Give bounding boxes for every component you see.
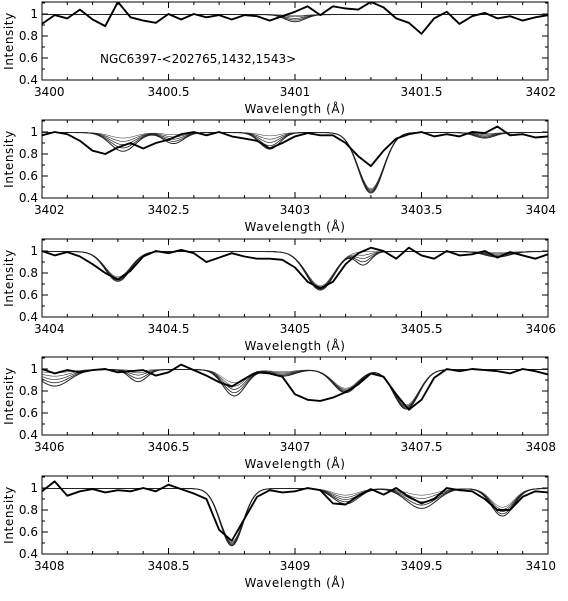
model-spectrum-3	[42, 132, 548, 192]
y-tick-label: 0.8	[19, 384, 38, 398]
x-axis-title: Wavelength (Å)	[245, 456, 346, 471]
x-tick-label: 3403	[280, 203, 311, 217]
spectrum-panel-1: 0.4 0.6 0.8 1 3400 3400.5 3401 3401.5 3402 Wavele…	[2, 1, 556, 116]
y-tick-label: 0.4	[19, 73, 38, 87]
x-tick-label: 3405.5	[401, 322, 443, 336]
y-tick-label: 0.8	[19, 266, 38, 280]
y-axis-title: Intensity	[2, 130, 16, 188]
observed-spectrum	[42, 2, 548, 35]
plot-frame	[41, 1, 549, 81]
x-tick-label: 3402	[34, 203, 65, 217]
y-tick-label: 0.4	[19, 310, 38, 324]
model-spectrum-4	[42, 488, 548, 546]
x-tick-label: 3400	[34, 85, 65, 99]
model-spectrum-3	[42, 369, 548, 408]
x-tick-label: 3407.5	[401, 440, 443, 454]
y-tick-label: 0.8	[19, 29, 38, 43]
y-tick-label: 1	[30, 125, 38, 139]
observed-spectrum	[42, 363, 548, 411]
y-tick-label: 0.4	[19, 547, 38, 561]
model-spectrum-1	[42, 369, 548, 406]
y-tick-label: 0.6	[19, 525, 38, 539]
observed-spectrum	[42, 125, 548, 168]
x-tick-label: 3408.5	[148, 559, 190, 573]
y-tick-label: 0.6	[19, 288, 38, 302]
x-tick-label: 3401.5	[401, 85, 443, 99]
model-spectrum-5	[42, 132, 548, 194]
model-spectrum-4	[42, 132, 548, 193]
observed-spectrum	[42, 246, 548, 290]
model-spectrum-5	[42, 251, 548, 291]
y-tick-label: 0.8	[19, 147, 38, 161]
model-spectrum-3	[42, 488, 548, 544]
model-spectrum-1	[42, 488, 548, 542]
model-spectrum-5	[42, 369, 548, 410]
x-tick-label: 3406	[525, 322, 556, 336]
x-tick-label: 3404.5	[148, 322, 190, 336]
x-tick-label: 3402	[525, 85, 556, 99]
x-axis-title: Wavelength (Å)	[245, 338, 346, 353]
x-tick-label: 3404	[525, 203, 556, 217]
y-tick-label: 0.4	[19, 428, 38, 442]
x-tick-label: 3401	[280, 85, 311, 99]
y-axis-title: Intensity	[2, 12, 16, 70]
plot-frame	[41, 475, 549, 555]
y-axis-title: Intensity	[2, 249, 16, 307]
x-tick-label: 3408	[525, 440, 556, 454]
x-tick-label: 3403.5	[401, 203, 443, 217]
y-tick-label: 0.8	[19, 503, 38, 517]
model-spectrum-4	[42, 251, 548, 290]
x-tick-label: 3409	[280, 559, 311, 573]
x-tick-label: 3402.5	[148, 203, 190, 217]
y-tick-label: 0.4	[19, 191, 38, 205]
spectrum-panel-3: 0.4 0.6 0.8 1 3404 3404.5 3405 3405.5 3406 Wavele…	[2, 238, 556, 353]
y-tick-label: 0.6	[19, 169, 38, 183]
x-tick-label: 3404	[34, 322, 65, 336]
star-annotation: NGC6397-<202765,1432,1543>	[100, 52, 296, 66]
x-tick-label: 3405	[280, 322, 311, 336]
y-axis-title: Intensity	[2, 486, 16, 544]
y-tick-label: 1	[30, 244, 38, 258]
model-spectrum-3	[42, 251, 548, 289]
y-tick-label: 1	[30, 7, 38, 21]
x-tick-label: 3410	[525, 559, 556, 573]
y-tick-label: 1	[30, 362, 38, 376]
spectrum-panel-2: 0.4 0.6 0.8 1 3402 3402.5 3403 3403.5 3404 Wavele…	[2, 119, 556, 234]
x-tick-label: 3400.5	[148, 85, 190, 99]
x-axis-title: Wavelength (Å)	[245, 219, 346, 234]
x-axis-title: Wavelength (Å)	[245, 575, 346, 590]
y-tick-label: 0.6	[19, 51, 38, 65]
x-tick-label: 3409.5	[401, 559, 443, 573]
model-spectrum-2	[42, 132, 548, 191]
model-spectrum-4	[42, 369, 548, 409]
spectrum-panel-4: 0.4 0.6 0.8 1 3406 3406.5 3407 3407.5 3408 Wavele…	[2, 356, 556, 471]
x-tick-label: 3406.5	[148, 440, 190, 454]
x-tick-label: 3407	[280, 440, 311, 454]
y-axis-title: Intensity	[2, 367, 16, 425]
observed-spectrum	[42, 480, 548, 542]
y-tick-label: 0.6	[19, 406, 38, 420]
x-axis-title: Wavelength (Å)	[245, 101, 346, 116]
model-spectrum-5	[42, 488, 548, 547]
model-spectrum-2	[42, 488, 548, 543]
x-tick-label: 3406	[34, 440, 65, 454]
y-tick-label: 1	[30, 481, 38, 495]
model-spectrum-2	[42, 369, 548, 407]
spectrum-panel-5: 0.4 0.6 0.8 1 3408 3408.5 3409 3409.5 3410 Wavele…	[2, 475, 556, 590]
x-tick-label: 3408	[34, 559, 65, 573]
model-spectrum-5	[42, 14, 548, 23]
